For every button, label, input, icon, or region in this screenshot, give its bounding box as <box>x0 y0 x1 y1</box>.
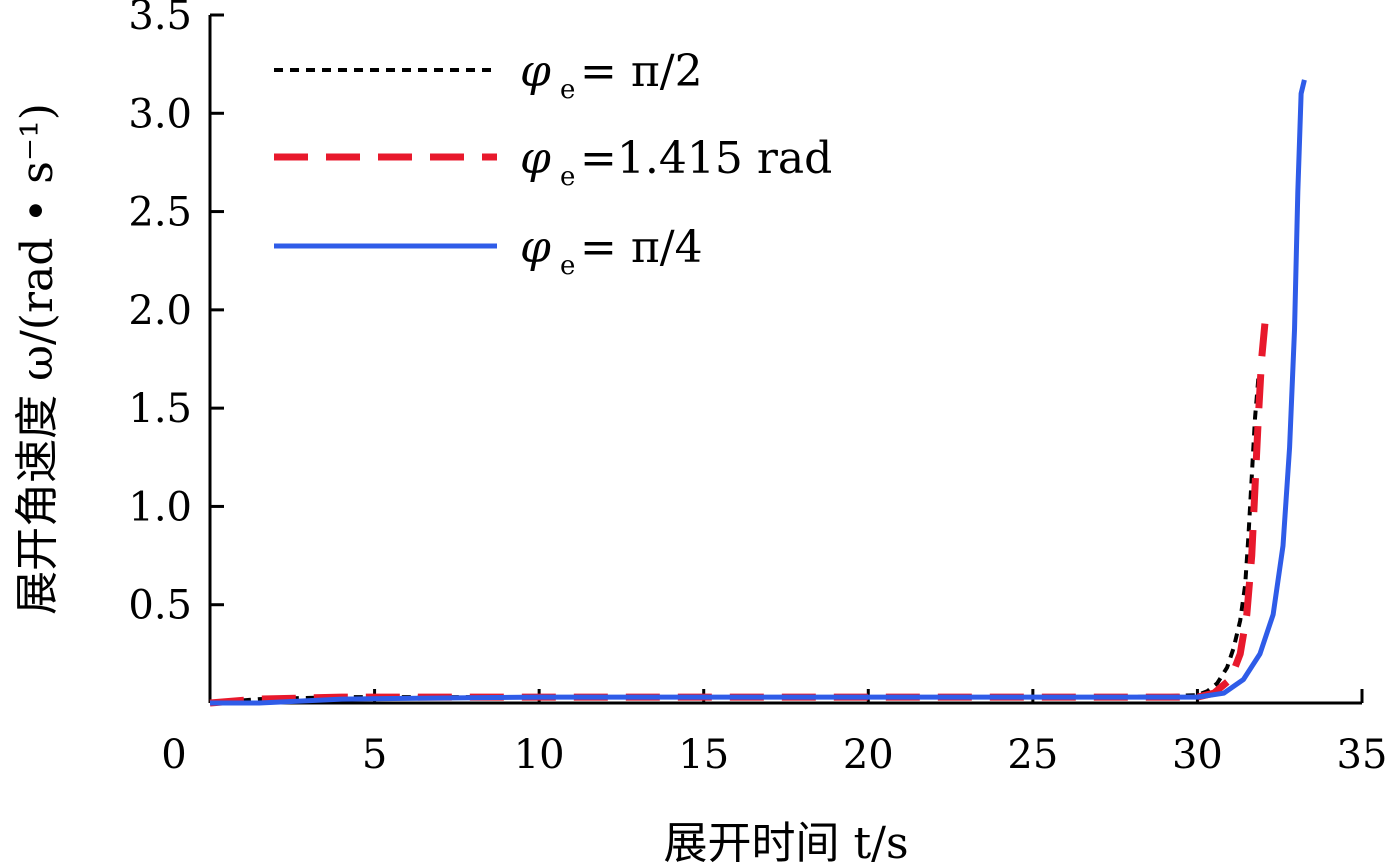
y-tick-label: 1.5 <box>128 386 192 432</box>
x-axis-title: 展开时间 t/s <box>663 818 908 865</box>
x-ticks: 0 5 10 15 20 25 30 35 <box>161 689 1387 778</box>
y-ticks: 0.5 1.0 1.5 2.0 2.5 3.0 3.5 <box>128 0 224 629</box>
y-tick-label: 1.0 <box>128 484 192 530</box>
x-tick-label: 10 <box>514 732 565 778</box>
legend-symbol-2: φ <box>520 133 551 184</box>
y-tick-label: 3.5 <box>128 0 192 39</box>
series-lines <box>209 79 1307 707</box>
series-line-1 <box>209 378 1261 705</box>
x-tick-label: 20 <box>843 732 894 778</box>
x-tick-label: 30 <box>1172 732 1223 778</box>
y-tick-label: 0.5 <box>128 583 192 629</box>
legend-value-1: = π/2 <box>580 46 703 97</box>
x-tick-label: 5 <box>362 732 387 778</box>
series-line-3 <box>210 79 1307 706</box>
series-line-2 <box>209 323 1269 707</box>
x-tick-label: 25 <box>1007 732 1058 778</box>
x-tick-label: 15 <box>678 732 729 778</box>
y-tick-label: 3.0 <box>128 91 192 137</box>
y-axis-title: 展开角速度 ω/(rad • s⁻¹) <box>12 103 63 615</box>
legend-symbol-3: φ <box>520 222 551 273</box>
legend-symbol-1: φ <box>520 46 551 97</box>
legend-value-2: =1.415 rad <box>580 133 832 184</box>
y-tick-label: 2.0 <box>128 288 192 334</box>
x-tick-label: 0 <box>161 732 186 778</box>
legend-subscript-1: e <box>560 75 575 105</box>
y-tick-label: 2.5 <box>128 190 192 236</box>
axes <box>208 15 1362 705</box>
legend-value-3: = π/4 <box>580 222 703 273</box>
legend-subscript-3: e <box>560 251 575 281</box>
legend-subscript-2: e <box>560 162 575 192</box>
x-tick-label: 35 <box>1337 732 1388 778</box>
